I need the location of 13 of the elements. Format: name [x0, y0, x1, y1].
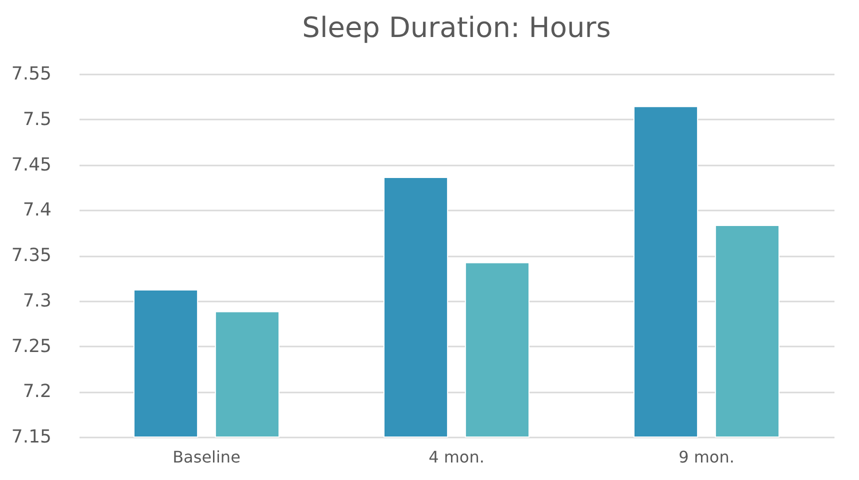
y-tick-label: 7.4: [22, 200, 52, 221]
chart-title: Sleep Duration: Hours: [302, 11, 611, 44]
y-tick-label: 7.3: [22, 290, 52, 312]
y-tick-label: 7.55: [11, 64, 52, 84]
y-tick-label: 7.5: [22, 108, 52, 130]
x-tick-label: Baseline: [172, 448, 240, 466]
x-tick-label: 4 mon.: [428, 448, 484, 466]
y-tick-label: 7.2: [22, 381, 52, 402]
y-tick-label: 7.45: [11, 154, 52, 176]
x-tick-label: 9 mon.: [678, 448, 734, 466]
y-tick-label: 7.35: [11, 245, 52, 266]
y-tick-label: 7.15: [11, 426, 52, 448]
y-tick-label: 7.25: [11, 336, 52, 357]
